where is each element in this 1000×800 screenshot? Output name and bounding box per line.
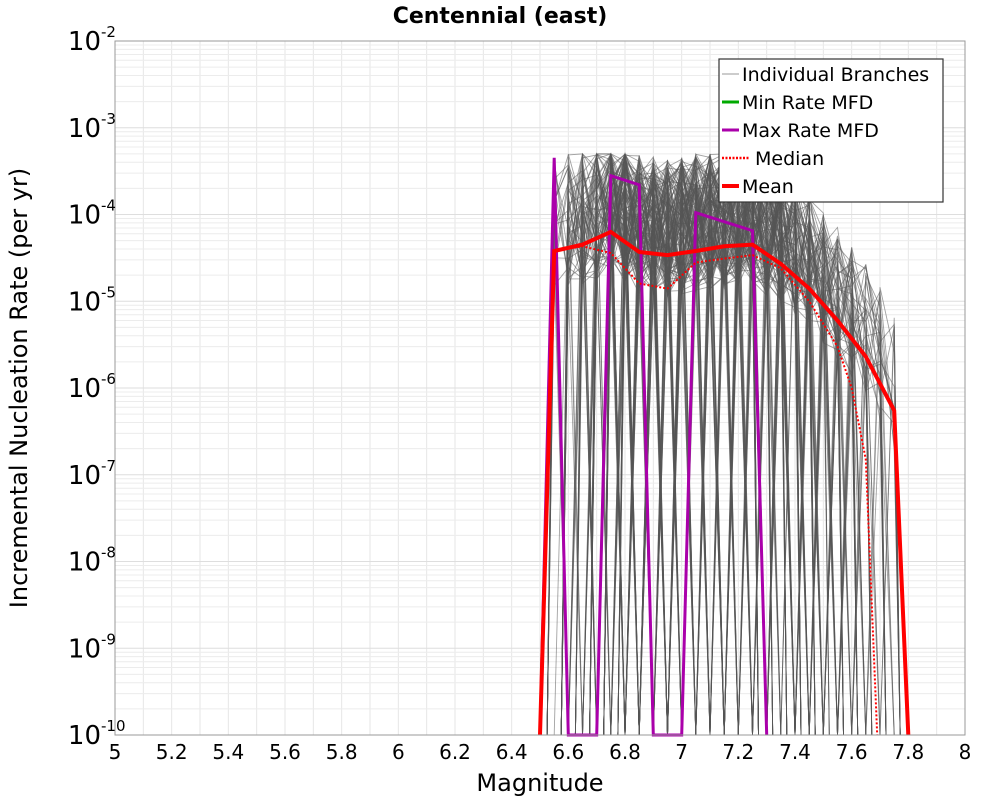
y-tick-label: 10 -7	[68, 457, 116, 491]
legend-entry: Median	[722, 148, 824, 170]
legend-entry: Individual Branches	[722, 64, 929, 86]
y-tick-base: 10	[68, 721, 101, 751]
x-tick-label: 6.2	[439, 740, 471, 764]
x-tick-label: 8	[959, 740, 972, 764]
x-tick-labels: 5 5.2 5.4 5.6 5.8 6 6.2 6.4 6.6 6.8 7 7.2 7.4 7.6 7.8 8	[109, 740, 972, 764]
legend-label: Individual Branches	[742, 64, 929, 86]
y-tick-base: 10	[68, 548, 101, 578]
x-tick-label: 5.4	[212, 740, 244, 764]
y-tick-label: 10 -3	[68, 110, 116, 144]
branch-line	[560, 155, 788, 736]
y-tick-label: 10 -2	[68, 23, 116, 57]
x-tick-label: 5.6	[269, 740, 301, 764]
y-tick-exponent: -10	[101, 717, 126, 735]
legend-box	[718, 58, 944, 203]
y-tick-base: 10	[68, 374, 101, 404]
branch-line	[603, 153, 816, 736]
branch-line	[546, 153, 887, 736]
legend-entry: Min Rate MFD	[722, 92, 873, 114]
y-tick-exponent: -7	[101, 457, 116, 475]
y-tick-label: 10 -6	[68, 370, 116, 404]
chart-title: Centennial (east)	[393, 4, 608, 29]
y-tick-exponent: -9	[101, 630, 116, 648]
series-line-mean	[538, 229, 911, 736]
y-tick-base: 10	[68, 27, 101, 57]
legend-label: Max Rate MFD	[742, 120, 879, 142]
legend-entry: Max Rate MFD	[722, 120, 879, 142]
branch-line	[560, 152, 844, 736]
y-tick-base: 10	[68, 461, 101, 491]
x-axis-label: Magnitude	[476, 769, 603, 797]
x-tick-label: 7.4	[779, 740, 811, 764]
branch-line	[546, 153, 901, 736]
y-tick-exponent: -3	[101, 110, 116, 128]
grid-lines	[114, 41, 966, 736]
series-line-max-rate-mfd	[538, 157, 769, 737]
y-tick-base: 10	[68, 201, 101, 231]
legend-entry: Mean	[722, 176, 794, 198]
legend-label: Min Rate MFD	[742, 92, 873, 114]
series-line-median	[539, 245, 879, 736]
y-tick-base: 10	[68, 287, 101, 317]
y-tick-labels: 10-210-310-410-510-610-710-810-910-10	[68, 23, 126, 751]
x-tick-label: 6.6	[552, 740, 584, 764]
x-tick-label: 5.8	[326, 740, 358, 764]
x-tick-label: 7.2	[722, 740, 754, 764]
x-tick-label: 5.2	[156, 740, 188, 764]
x-tick-label: 7.6	[836, 740, 868, 764]
legend-label: Median	[755, 148, 824, 170]
y-tick-exponent: -2	[101, 23, 116, 41]
y-tick-exponent: -4	[101, 197, 116, 215]
y-tick-base: 10	[68, 114, 101, 144]
summary-lines	[538, 157, 911, 737]
plot-frame	[114, 40, 966, 736]
x-tick-label: 6.8	[609, 740, 641, 764]
x-tick-label: 6.4	[496, 740, 528, 764]
y-tick-exponent: -8	[101, 544, 116, 562]
legend: Individual Branches Min Rate MFD Max Rate …	[718, 58, 944, 203]
y-tick-label: 10 -10	[68, 717, 126, 751]
x-tick-label: 6	[392, 740, 405, 764]
x-tick-label: 7.8	[892, 740, 924, 764]
y-axis-label: Incremental Nucleation Rate (per yr)	[5, 168, 33, 608]
y-tick-label: 10 -8	[68, 544, 116, 578]
y-tick-exponent: -5	[101, 283, 116, 301]
y-tick-label: 10 -9	[68, 630, 116, 664]
y-tick-base: 10	[68, 634, 101, 664]
legend-label: Mean	[742, 176, 794, 198]
x-tick-label: 5	[109, 740, 122, 764]
y-tick-exponent: -6	[101, 370, 116, 388]
y-tick-label: 10 -4	[68, 197, 116, 231]
branch-line	[574, 153, 788, 736]
x-tick-label: 7	[675, 740, 688, 764]
y-tick-label: 10 -5	[68, 283, 116, 317]
